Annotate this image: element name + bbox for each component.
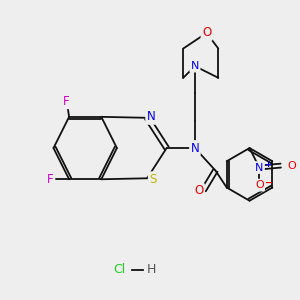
Text: N: N [191, 61, 199, 71]
Text: S: S [149, 173, 157, 186]
Text: F: F [47, 173, 54, 186]
Text: O: O [255, 180, 264, 190]
Text: O: O [288, 160, 296, 171]
Text: N: N [147, 110, 155, 123]
Text: O: O [194, 184, 203, 197]
Text: Cl: Cl [114, 263, 126, 277]
Text: N: N [190, 142, 199, 154]
Text: +: + [264, 160, 271, 169]
Text: H: H [146, 263, 156, 277]
Text: O: O [202, 26, 211, 40]
Text: N: N [255, 163, 263, 172]
Text: −: − [265, 178, 273, 188]
Text: F: F [63, 95, 70, 108]
